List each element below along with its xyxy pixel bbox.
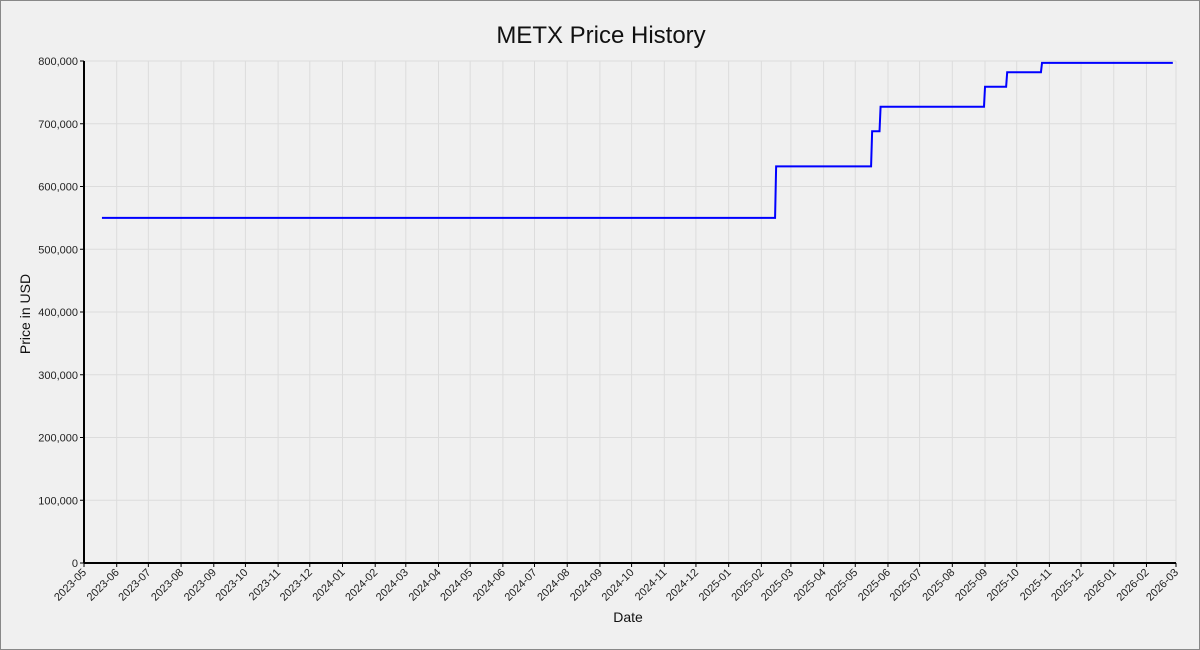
x-tick-label: 2024-08: [535, 567, 572, 604]
x-tick-label: 2024-02: [343, 567, 380, 604]
chart-title: METX Price History: [496, 22, 705, 49]
x-tick-label: 2023-06: [85, 567, 122, 604]
x-tick-label: 2023-09: [182, 567, 219, 604]
y-tick-label: 0: [72, 558, 78, 570]
x-tick-label: 2023-10: [214, 567, 251, 604]
x-tick-label: 2024-04: [407, 567, 444, 604]
y-tick-label: 200,000: [38, 433, 78, 445]
x-tick-label: 2024-09: [568, 567, 605, 604]
y-tick-label: 600,000: [38, 182, 78, 194]
x-tick-label: 2023-11: [247, 567, 283, 603]
series-layer: [101, 61, 1173, 219]
x-tick-label: 2025-08: [920, 567, 957, 604]
x-tick-label: 2025-04: [792, 567, 829, 604]
x-tick-label: 2025-05: [823, 567, 860, 604]
y-tick-label: 100,000: [38, 495, 78, 507]
x-tick-label: 2026-01: [1082, 567, 1119, 604]
x-tick-label: 2023-05: [52, 567, 89, 604]
x-tick-label: 2023-12: [278, 567, 315, 604]
x-tick-label: 2023-08: [149, 567, 186, 604]
y-axis-title: Price in USD: [17, 274, 33, 354]
y-tick-label: 300,000: [38, 370, 78, 382]
x-tick-label: 2025-09: [953, 567, 990, 604]
series-line: [101, 61, 1173, 219]
x-tick-label: 2025-03: [759, 567, 796, 604]
x-tick-label: 2024-12: [664, 567, 701, 604]
x-tick-label: 2024-11: [633, 567, 669, 603]
x-tick-label: 2024-03: [374, 567, 411, 604]
x-tick-label: 2025-10: [985, 567, 1022, 604]
x-tick-label: 2024-07: [503, 567, 540, 604]
x-tick-label: 2026-03: [1144, 567, 1181, 604]
x-tick-label: 2023-07: [116, 567, 153, 604]
y-tick-label: 500,000: [38, 244, 78, 256]
x-tick-label: 2025-11: [1018, 567, 1054, 603]
x-axis-title: Date: [613, 609, 643, 625]
x-tick-label: 2024-10: [600, 567, 637, 604]
x-tick-label: 2025-01: [697, 567, 734, 604]
x-tick-label: 2024-01: [311, 567, 348, 604]
x-tick-label: 2025-06: [856, 567, 893, 604]
x-tick-label: 2024-05: [438, 567, 475, 604]
y-axis-ticks: 0 100,000 200,000 300,000 400,000 500,000 600,…: [38, 56, 84, 570]
y-tick-label: 800,000: [38, 56, 78, 68]
gridlines: [83, 60, 1177, 564]
x-tick-label: 2024-06: [471, 567, 508, 604]
x-tick-label: 2025-07: [888, 567, 925, 604]
y-tick-label: 400,000: [38, 307, 78, 319]
y-tick-label: 700,000: [38, 119, 78, 131]
x-tick-label: 2025-12: [1049, 567, 1086, 604]
x-axis-ticks: 2023-052023-062023-072023-082023-092023-…: [52, 563, 1181, 604]
